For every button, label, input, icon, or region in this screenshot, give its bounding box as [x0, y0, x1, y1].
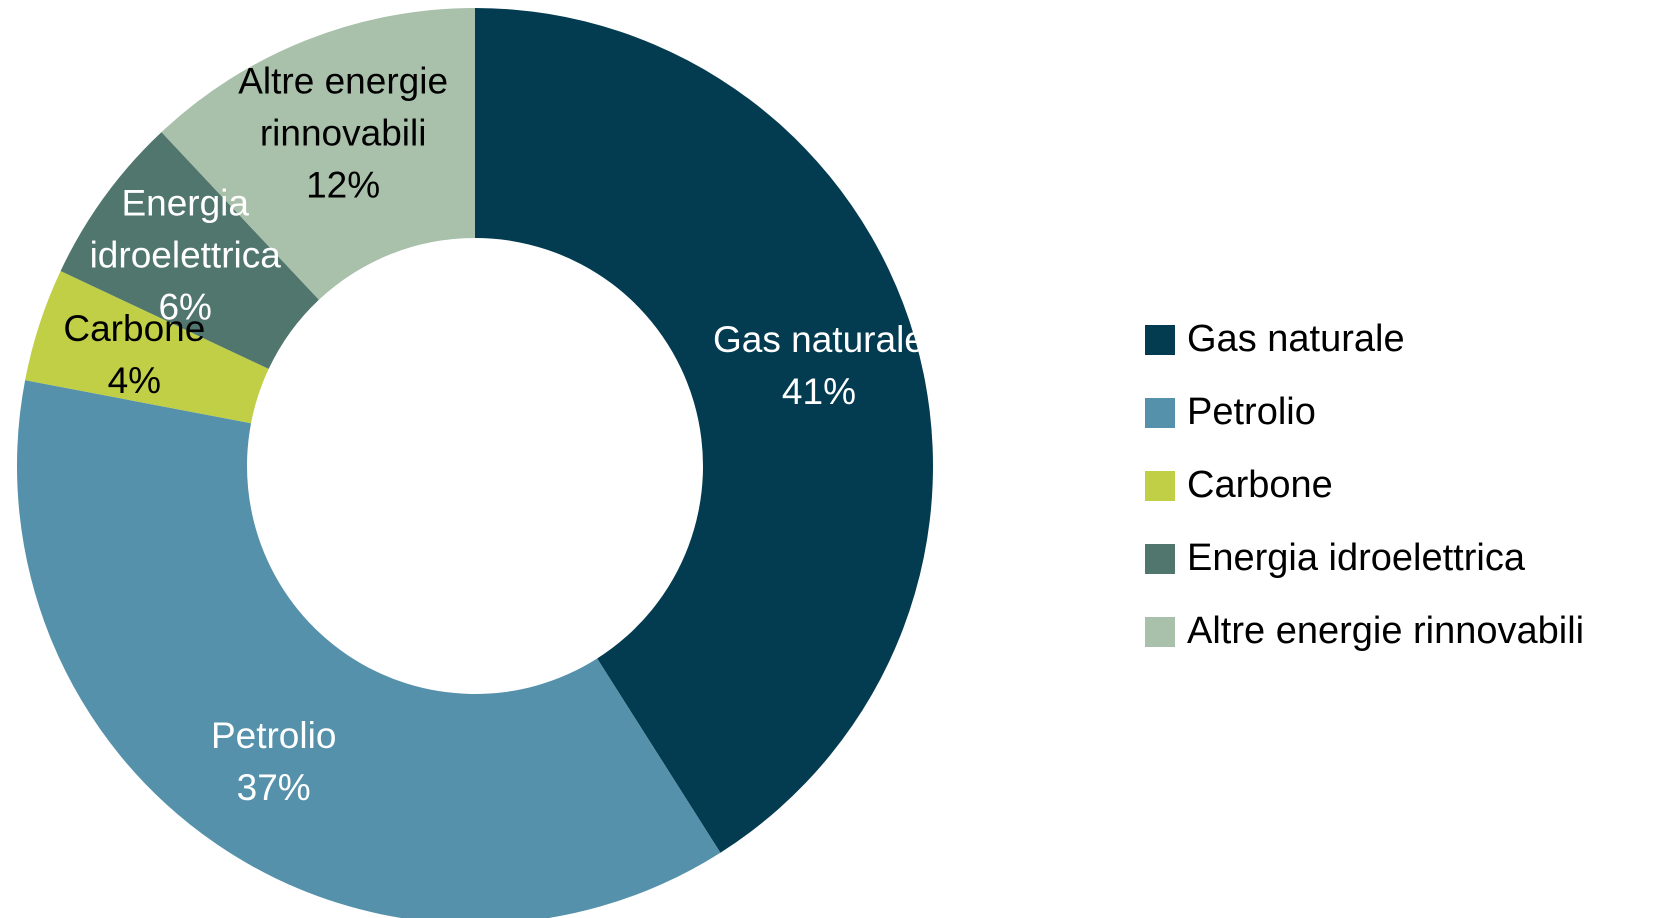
data-label: Carbone 4%	[9, 304, 259, 408]
legend-swatch	[1145, 470, 1175, 501]
slice	[60, 132, 319, 369]
data-label-value: 37%	[236, 767, 311, 809]
data-label-value: 12%	[306, 163, 381, 205]
data-label-value: 4%	[107, 360, 162, 402]
legend-item: Gas naturale	[1145, 318, 1405, 361]
data-label-category: Petrolio	[210, 715, 337, 757]
data-label-category: Gas naturale	[713, 319, 925, 361]
legend-label: Petrolio	[1187, 391, 1316, 433]
data-label: Gas naturale 41%	[694, 314, 944, 418]
data-label-category: Energia idroelettrica	[89, 182, 281, 276]
legend-item: Carbone	[1145, 464, 1333, 507]
data-label: Energia idroelettrica 6%	[60, 178, 310, 333]
legend-swatch	[1145, 397, 1175, 428]
slice	[161, 8, 476, 300]
legend-swatch	[1145, 543, 1175, 574]
legend-label: Carbone	[1187, 464, 1333, 506]
legend-label: Energia idroelettrica	[1187, 537, 1525, 579]
data-label: Petrolio 37%	[149, 710, 399, 814]
legend-label: Gas naturale	[1187, 318, 1405, 360]
slice	[475, 8, 934, 853]
data-label: Altre energie rinnovabili 12%	[218, 55, 468, 210]
legend-item: Altre energie rinnovabili	[1145, 610, 1584, 653]
legend-swatch	[1145, 324, 1175, 355]
slice	[25, 270, 269, 424]
data-label-category: Carbone	[63, 308, 206, 350]
data-label-value: 6%	[158, 286, 212, 328]
slice	[17, 380, 721, 918]
legend-item: Energia idroelettrica	[1145, 537, 1525, 580]
legend-label: Altre energie rinnovabili	[1187, 610, 1585, 652]
data-label-category: Altre energie rinnovabili	[238, 60, 449, 154]
legend-swatch	[1145, 616, 1175, 647]
data-label-value: 41%	[781, 371, 856, 413]
legend-item: Petrolio	[1145, 391, 1316, 434]
